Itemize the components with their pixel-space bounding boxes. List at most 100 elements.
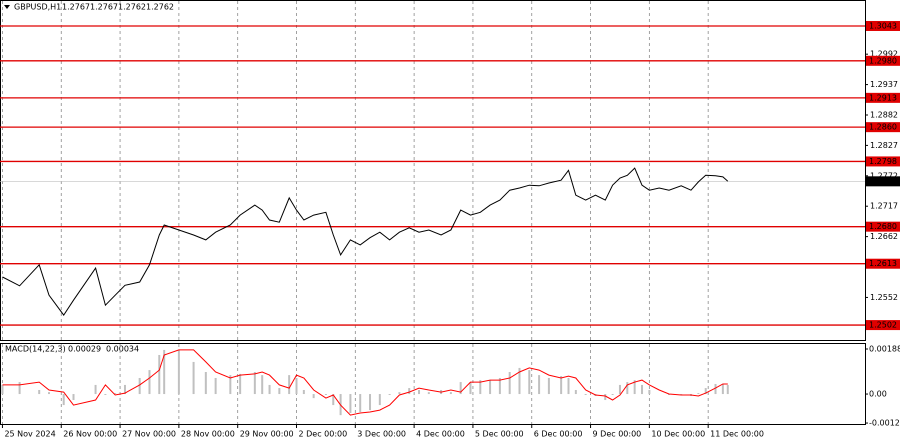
macd-bar bbox=[489, 380, 492, 395]
macd-bar bbox=[72, 394, 75, 401]
y-tick-label: 1.2937 bbox=[870, 80, 898, 89]
macd-bar bbox=[192, 361, 195, 395]
x-tick-label: 9 Dec 00:00 bbox=[593, 430, 642, 439]
level-label: 1.2680 bbox=[869, 222, 897, 231]
ohlc-value: 1.2762 bbox=[146, 3, 174, 12]
macd-bar bbox=[641, 384, 644, 395]
y-tick-label: 1.2552 bbox=[870, 293, 898, 302]
current-price-bg bbox=[866, 176, 900, 187]
macd-bar bbox=[261, 375, 264, 395]
level-label-bg bbox=[866, 92, 900, 103]
macd-bar bbox=[721, 383, 724, 395]
level-label-bg bbox=[866, 258, 900, 269]
macd-bar bbox=[704, 388, 707, 395]
y-tick-label: 1.2882 bbox=[870, 110, 898, 119]
level-label: 1.2798 bbox=[869, 157, 897, 166]
macd-bar bbox=[229, 375, 232, 395]
ohlc-value: 1.2767 bbox=[62, 3, 90, 12]
x-tick-label: 29 Nov 00:00 bbox=[240, 430, 294, 439]
macd-bar bbox=[214, 377, 217, 395]
y-tick-label: -0.00121 bbox=[869, 419, 900, 428]
macd-bar bbox=[726, 384, 729, 395]
x-tick-label: 28 Nov 00:00 bbox=[181, 430, 235, 439]
price-line bbox=[2, 167, 729, 316]
macd-bar bbox=[302, 389, 305, 395]
macd-bar bbox=[332, 394, 335, 406]
macd-bar bbox=[528, 370, 531, 395]
level-label-bg bbox=[866, 55, 900, 66]
x-tick-label: 25 Nov 2024 bbox=[4, 430, 55, 439]
macd-bar bbox=[633, 380, 636, 395]
macd-value: 0.00034 bbox=[106, 345, 139, 354]
level-label: 1.3043 bbox=[869, 21, 897, 30]
level-label: 1.2980 bbox=[869, 56, 897, 65]
macd-value: 0.00029 bbox=[68, 345, 101, 354]
macd-bar bbox=[177, 349, 180, 395]
macd-bar bbox=[398, 392, 401, 395]
macd-bar bbox=[626, 382, 629, 395]
level-label: 1.2613 bbox=[869, 259, 897, 268]
macd-bar bbox=[268, 384, 271, 395]
x-tick-label: 2 Dec 00:00 bbox=[299, 430, 348, 439]
level-label-bg bbox=[866, 320, 900, 331]
x-tick-label: 11 Dec 00:00 bbox=[710, 430, 764, 439]
y-tick-label: 1.2992 bbox=[870, 50, 898, 59]
macd-bar bbox=[38, 389, 41, 395]
macd-bar bbox=[288, 375, 291, 395]
macd-bar bbox=[667, 394, 670, 396]
macd-bar bbox=[508, 371, 511, 395]
x-tick-label: 10 Dec 00:00 bbox=[651, 430, 705, 439]
macd-bar bbox=[295, 377, 298, 395]
signal-line bbox=[2, 349, 728, 416]
macd-bar bbox=[369, 394, 372, 411]
price-panel-border bbox=[0, 0, 866, 341]
macd-bar bbox=[427, 392, 430, 395]
y-tick-label: 1.2772 bbox=[870, 171, 898, 180]
macd-bar bbox=[349, 394, 352, 413]
x-tick-label: 4 Dec 00:00 bbox=[416, 430, 465, 439]
macd-bar bbox=[94, 384, 97, 395]
macd-bar bbox=[408, 388, 411, 395]
macd-bar bbox=[104, 394, 107, 396]
macd-bar bbox=[359, 394, 362, 413]
macd-bar bbox=[388, 394, 391, 396]
macd-bar bbox=[567, 377, 570, 395]
macd-bar bbox=[547, 377, 550, 395]
level-label: 1.2913 bbox=[869, 93, 897, 102]
macd-bar bbox=[114, 393, 117, 395]
menu-arrow bbox=[4, 5, 10, 9]
current-price-label: 1.2762 bbox=[869, 177, 897, 186]
macd-bar bbox=[449, 392, 452, 395]
macd-bar bbox=[378, 394, 381, 406]
macd-bar bbox=[253, 371, 256, 395]
macd-bar bbox=[62, 394, 65, 406]
macd-bar bbox=[138, 377, 141, 395]
x-tick-label: 6 Dec 00:00 bbox=[534, 430, 583, 439]
macd-bar bbox=[604, 394, 607, 401]
y-tick-label: 0.00 bbox=[869, 390, 887, 399]
ohlc-value: 1.2762 bbox=[118, 3, 146, 12]
macd-bar bbox=[1, 384, 4, 395]
macd-bar bbox=[459, 382, 462, 395]
macd-bar bbox=[538, 375, 541, 395]
macd-bar bbox=[312, 394, 315, 399]
macd-bar bbox=[324, 394, 327, 396]
symbol-label: GBPUSD,H1 bbox=[14, 3, 61, 12]
macd-bar bbox=[479, 380, 482, 395]
macd-bar bbox=[611, 394, 614, 396]
ohlc-value: 1.2767 bbox=[90, 3, 118, 12]
x-tick-label: 26 Nov 00:00 bbox=[63, 430, 117, 439]
level-label-bg bbox=[866, 156, 900, 167]
x-tick-label: 3 Dec 00:00 bbox=[357, 430, 406, 439]
macd-bar bbox=[48, 392, 51, 395]
level-label: 1.2860 bbox=[869, 123, 897, 132]
macd-bar bbox=[518, 367, 521, 395]
x-tick-label: 27 Nov 00:00 bbox=[122, 430, 176, 439]
macd-bar bbox=[560, 376, 563, 395]
macd-bar bbox=[158, 354, 161, 395]
macd-bar bbox=[148, 370, 151, 395]
macd-bar bbox=[618, 384, 621, 395]
x-tick-label: 5 Dec 00:00 bbox=[475, 430, 524, 439]
macd-bar bbox=[418, 389, 421, 395]
